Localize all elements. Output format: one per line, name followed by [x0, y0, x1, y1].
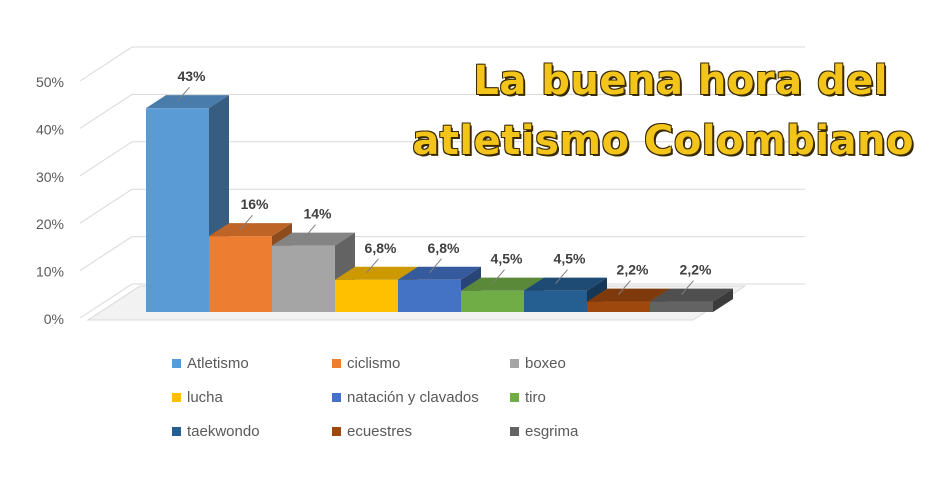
data-label-3: 6,8% — [365, 240, 397, 256]
legend-item: natación y clavados — [332, 386, 510, 408]
headline-line-2: atletismo Colombiano — [412, 118, 914, 164]
legend-swatch — [332, 426, 341, 436]
chart-bars — [146, 95, 733, 313]
legend-swatch — [172, 358, 181, 368]
data-label-5: 4,5% — [491, 251, 523, 267]
legend-item: Atletismo — [172, 352, 332, 374]
bar-4 — [398, 279, 461, 312]
gridline-diagonal — [79, 236, 133, 272]
legend-swatch — [510, 392, 519, 402]
data-label-2: 14% — [303, 206, 332, 222]
gridline-diagonal — [79, 93, 133, 129]
y-tick-label: 0% — [44, 311, 64, 327]
bar-top-4 — [398, 266, 481, 280]
data-label-leader — [492, 269, 505, 284]
legend-label: ecuestres — [347, 422, 413, 440]
gridline-diagonal — [79, 188, 133, 224]
data-label-leader — [429, 258, 442, 274]
legend-label: esgrima — [525, 422, 579, 440]
bar-top-8 — [650, 288, 733, 302]
y-axis-ticks: 0% 10% 20% 30% 40% 50% — [36, 74, 64, 327]
bar-top-1 — [209, 223, 292, 237]
bar-0 — [146, 108, 209, 313]
data-label-leader — [177, 86, 190, 102]
bar-top-0 — [146, 95, 229, 109]
legend-swatch — [172, 426, 181, 436]
data-label-leader — [555, 269, 568, 284]
legend-label: natación y clavados — [347, 388, 479, 406]
bar-6 — [524, 290, 587, 312]
legend-label: tiro — [525, 388, 546, 406]
y-tick-label: 20% — [36, 216, 64, 232]
y-tick-label: 40% — [36, 121, 64, 137]
data-label-1: 16% — [240, 196, 269, 212]
bar-top-7 — [587, 288, 670, 302]
legend-label: Atletismo — [187, 354, 249, 372]
legend-item: ciclismo — [332, 352, 510, 374]
bar-3 — [335, 279, 398, 312]
data-label-6: 4,5% — [554, 251, 586, 267]
legend-item: tiro — [510, 386, 670, 408]
legend-swatch — [510, 426, 519, 436]
data-label-0: 43% — [177, 68, 206, 84]
data-label-leader — [366, 258, 379, 274]
gridline-diagonal — [79, 283, 133, 319]
y-tick-label: 50% — [36, 74, 64, 90]
bar-2 — [272, 245, 335, 312]
legend-label: taekwondo — [187, 422, 260, 440]
legend-item: lucha — [172, 386, 332, 408]
bar-top-3 — [335, 266, 418, 280]
legend-item: esgrima — [510, 420, 670, 442]
y-tick-label: 10% — [36, 264, 64, 280]
bar-1 — [209, 236, 272, 312]
bar-5 — [461, 290, 524, 312]
legend-swatch — [172, 392, 181, 402]
bar-7 — [587, 301, 650, 312]
y-tick-label: 30% — [36, 169, 64, 185]
data-label-7: 2,2% — [617, 262, 649, 278]
data-label-4: 6,8% — [428, 240, 460, 256]
legend-swatch — [332, 358, 341, 368]
data-label-leader — [681, 280, 694, 295]
gridline-diagonal — [79, 46, 133, 82]
gridline-diagonal — [79, 141, 133, 177]
bar-top-5 — [461, 277, 544, 291]
data-label-leader — [618, 280, 631, 295]
data-labels: 43% 16% 14% 6,8% 6,8% 4,5% 4,5% 2,2% 2,2% — [177, 68, 712, 295]
legend-item: boxeo — [510, 352, 670, 374]
bar-side-8 — [713, 288, 733, 312]
legend-item: ecuestres — [332, 420, 510, 442]
legend-swatch — [510, 358, 519, 368]
legend-label: lucha — [187, 388, 223, 406]
legend-item: taekwondo — [172, 420, 332, 442]
bar-top-2 — [272, 232, 355, 246]
headline-line-1: La buena hora del — [473, 58, 888, 104]
data-label-8: 2,2% — [680, 262, 712, 278]
legend-label: ciclismo — [347, 354, 401, 372]
bar-top-6 — [524, 277, 607, 291]
legend-label: boxeo — [525, 354, 566, 372]
legend-swatch — [332, 392, 341, 402]
data-label-leader — [240, 214, 253, 230]
data-label-leader — [303, 224, 316, 239]
bar-8 — [650, 301, 713, 312]
chart-legend: Atletismo ciclismo boxeo lucha natación y cl… — [172, 352, 692, 442]
